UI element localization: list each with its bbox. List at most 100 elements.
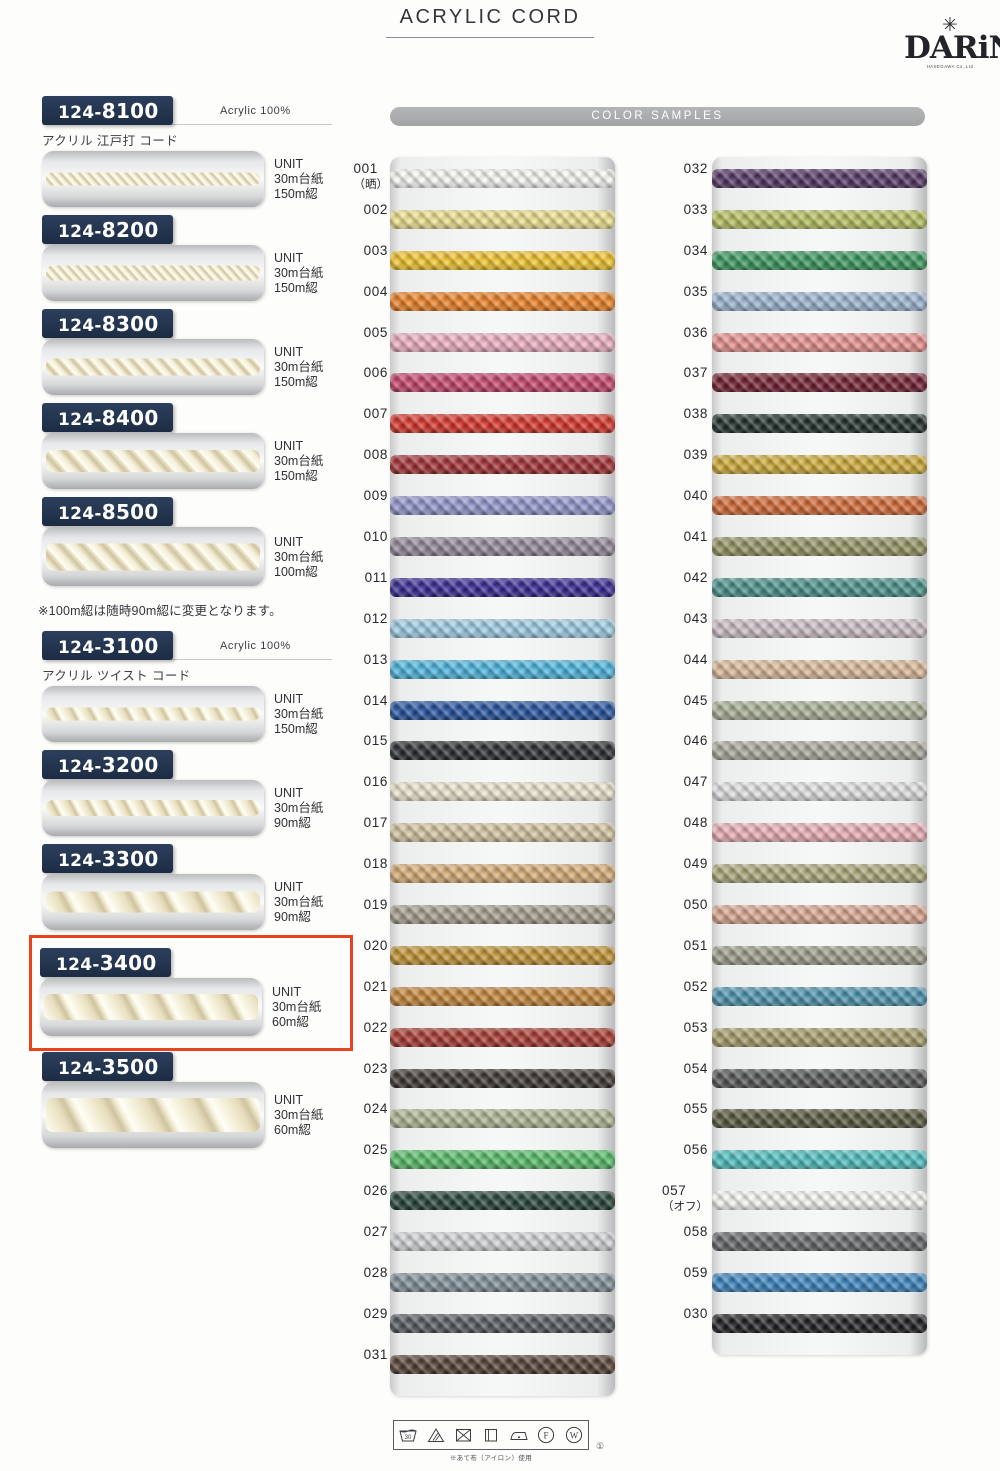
color-swatch-row[interactable] <box>390 981 615 1022</box>
color-swatch-row[interactable] <box>390 245 615 286</box>
color-code-row: 022 <box>342 1016 388 1057</box>
color-swatch-row[interactable] <box>390 1308 615 1349</box>
color-code-row: 054 <box>662 1057 708 1098</box>
unit-line: 30m台紙 <box>274 266 324 280</box>
product-124-3100[interactable]: 124-3100 Acrylic 100% アクリル ツイスト コード UNIT 30m… <box>34 631 354 746</box>
product-124-3200[interactable]: 124-3200 UNIT 30m台紙 90m綛 <box>34 750 354 840</box>
product-124-8100[interactable]: 124-8100 Acrylic 100% アクリル 江戸打 コード UNIT 30m台… <box>34 96 354 211</box>
product-code-number: 3500 <box>101 1054 159 1079</box>
product-code-tag[interactable]: 124-8400 <box>42 403 173 432</box>
color-swatch-row[interactable] <box>712 572 927 613</box>
color-swatch-044 <box>712 659 927 679</box>
color-swatch-row[interactable] <box>712 695 927 736</box>
color-swatch-row[interactable] <box>390 449 615 490</box>
color-code-row: 010 <box>342 525 388 566</box>
product-124-8500[interactable]: 124-8500 UNIT 30m台紙 100m綛 <box>34 497 354 590</box>
product-code-tag[interactable]: 124-8300 <box>42 309 173 338</box>
product-124-3400[interactable]: 124-3400 UNIT 30m台紙 60m綛 <box>29 935 353 1051</box>
color-swatch-row[interactable] <box>712 327 927 368</box>
color-swatch-row[interactable] <box>712 367 927 408</box>
color-swatch-row[interactable] <box>390 1022 615 1063</box>
color-swatch-row[interactable] <box>712 1267 927 1308</box>
color-swatch-row[interactable] <box>712 449 927 490</box>
color-swatch-row[interactable] <box>390 899 615 940</box>
color-swatch-row[interactable] <box>712 735 927 776</box>
color-swatch-row[interactable] <box>712 1144 927 1185</box>
color-code-row: 016 <box>342 770 388 811</box>
product-124-8200[interactable]: 124-8200 UNIT 30m台紙 150m綛 <box>34 215 354 305</box>
product-124-8400[interactable]: 124-8400 UNIT 30m台紙 150m綛 <box>34 403 354 493</box>
product-code-tag[interactable]: 124-8200 <box>42 215 173 244</box>
color-swatch-row[interactable] <box>390 204 615 245</box>
color-swatch-043 <box>712 618 927 638</box>
color-code-label: 024 <box>363 1101 388 1117</box>
color-swatch-row[interactable] <box>712 1308 927 1349</box>
color-swatch-row[interactable] <box>712 858 927 899</box>
color-code-label: 041 <box>683 529 708 545</box>
product-code-tag[interactable]: 124-3300 <box>42 844 173 873</box>
color-swatch-row[interactable] <box>712 1103 927 1144</box>
color-code-label: 005 <box>363 324 388 340</box>
color-swatch-row[interactable] <box>390 817 615 858</box>
color-swatch-row[interactable] <box>390 572 615 613</box>
color-swatch-row[interactable] <box>390 367 615 408</box>
product-list: 124-8100 Acrylic 100% アクリル 江戸打 コード UNIT 30m台… <box>29 96 354 1156</box>
color-swatch-row[interactable] <box>712 940 927 981</box>
color-swatch-row[interactable] <box>712 1226 927 1267</box>
color-swatch-row[interactable] <box>712 981 927 1022</box>
color-swatch-row[interactable] <box>712 1063 927 1104</box>
color-code-sublabel: （晒） <box>353 179 389 191</box>
color-code-row: 011 <box>342 566 388 607</box>
color-swatch-row[interactable] <box>390 1267 615 1308</box>
color-swatch-row[interactable] <box>712 286 927 327</box>
color-swatch-row[interactable] <box>712 817 927 858</box>
color-swatch-row[interactable] <box>390 1103 615 1144</box>
color-swatch-row[interactable] <box>712 490 927 531</box>
color-swatch-row[interactable] <box>390 286 615 327</box>
product-code-tag[interactable]: 124-3400 <box>40 948 171 977</box>
color-swatch-row[interactable] <box>712 531 927 572</box>
product-code-tag[interactable]: 124-3500 <box>42 1052 173 1081</box>
color-code-label: 008 <box>363 447 388 463</box>
color-swatch-row[interactable] <box>390 654 615 695</box>
color-swatch-row[interactable] <box>712 163 927 204</box>
product-code-tag[interactable]: 124-8100 <box>42 96 173 125</box>
color-swatch-row[interactable] <box>390 776 615 817</box>
color-swatch-row[interactable] <box>390 531 615 572</box>
color-swatch-row[interactable] <box>390 1144 615 1185</box>
color-swatch-row[interactable] <box>712 204 927 245</box>
color-swatch-row[interactable] <box>712 1022 927 1063</box>
color-swatch-row[interactable] <box>390 327 615 368</box>
color-code-label: 056 <box>683 1142 708 1158</box>
color-swatch-row[interactable] <box>390 163 615 204</box>
color-swatch-row[interactable] <box>712 1185 927 1226</box>
product-124-3300[interactable]: 124-3300 UNIT 30m台紙 90m綛 <box>34 844 354 934</box>
color-swatch-row[interactable] <box>712 408 927 449</box>
color-swatch-row[interactable] <box>712 776 927 817</box>
color-swatch-row[interactable] <box>712 245 927 286</box>
color-swatch-row[interactable] <box>390 490 615 531</box>
product-124-8300[interactable]: 124-8300 UNIT 30m台紙 150m綛 <box>34 309 354 399</box>
color-swatch-row[interactable] <box>390 735 615 776</box>
color-swatch-row[interactable] <box>712 899 927 940</box>
color-swatch-row[interactable] <box>390 613 615 654</box>
color-swatch-row[interactable] <box>712 654 927 695</box>
product-code-tag[interactable]: 124-3200 <box>42 750 173 779</box>
product-code-tag[interactable]: 124-8500 <box>42 497 173 526</box>
color-swatch-row[interactable] <box>390 1185 615 1226</box>
product-124-3500[interactable]: 124-3500 UNIT 30m台紙 60m綛 <box>34 1052 354 1152</box>
color-swatch-row[interactable] <box>712 613 927 654</box>
color-code-row: 020 <box>342 934 388 975</box>
color-code-label: 055 <box>683 1101 708 1117</box>
color-swatch-row[interactable] <box>390 940 615 981</box>
color-swatch-row[interactable] <box>390 858 615 899</box>
color-swatch-row[interactable] <box>390 695 615 736</box>
color-swatch-row[interactable] <box>390 1349 615 1390</box>
color-swatch-row[interactable] <box>390 1063 615 1104</box>
cord-sample <box>46 172 260 186</box>
color-swatch-row[interactable] <box>390 1226 615 1267</box>
product-code-tag[interactable]: 124-3100 <box>42 631 173 660</box>
color-code-row: 026 <box>342 1179 388 1220</box>
color-code-row: 024 <box>342 1097 388 1138</box>
color-swatch-row[interactable] <box>390 408 615 449</box>
